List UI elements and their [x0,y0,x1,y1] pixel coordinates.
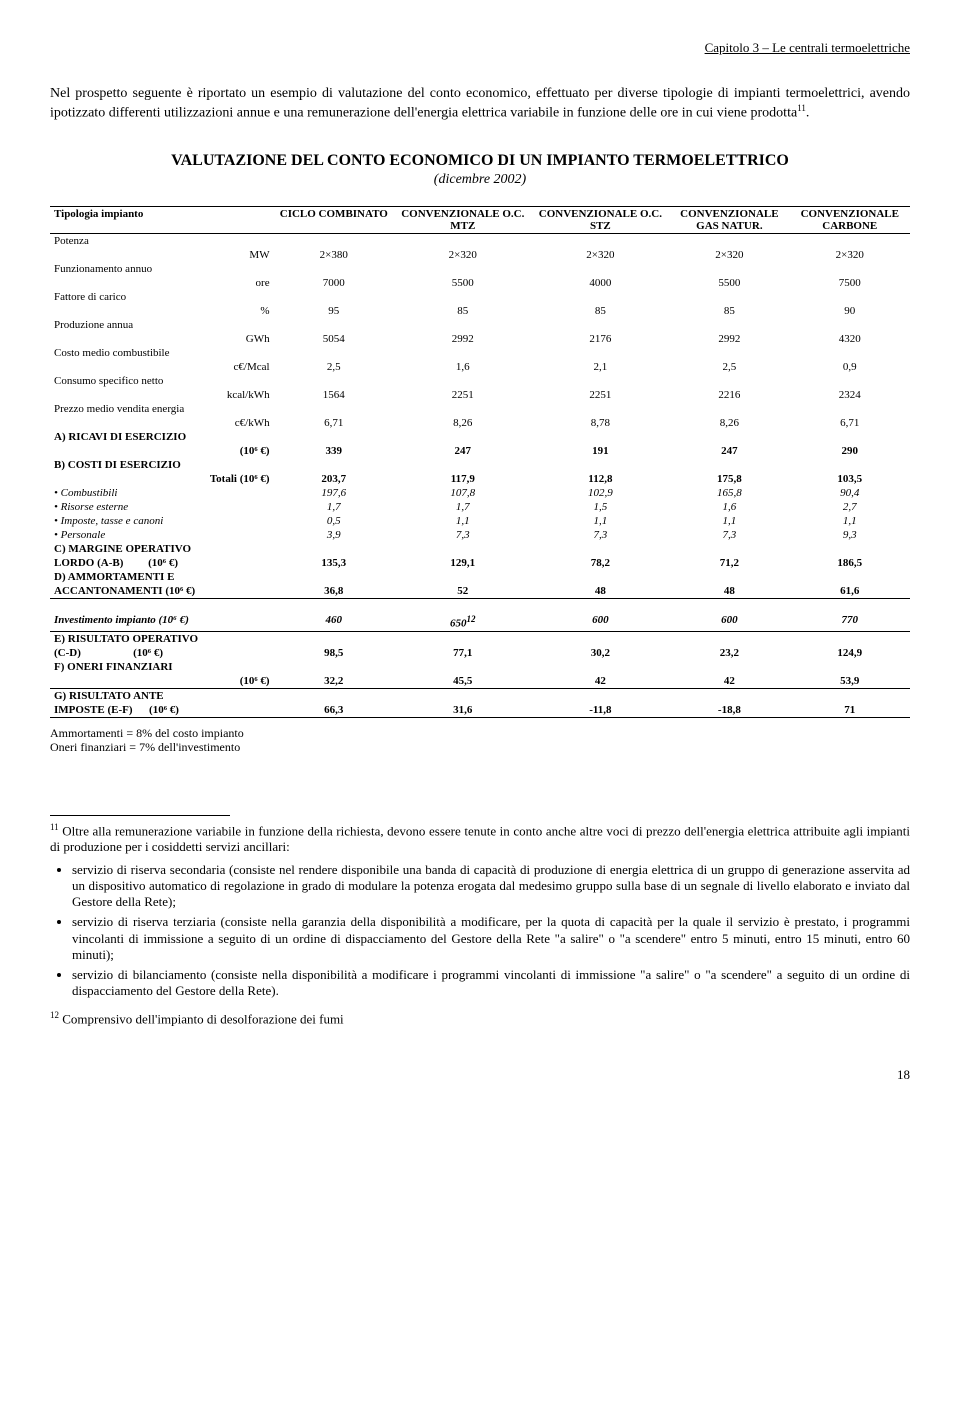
section-b-item: Imposte, tasse e canoni0,51,11,11,11,1 [50,514,910,528]
section-g-row: G) RISULTATO ANTE [50,688,910,703]
table-row: %9585858590 [50,304,910,318]
intro-text: Nel prospetto seguente è riportato un es… [50,86,910,120]
col-header: CONVENZIONALE CARBONE [790,207,910,234]
section-b-item: Combustibili197,6107,8102,9165,890,4 [50,486,910,500]
chapter-header: Capitolo 3 – Le centrali termoelettriche [50,40,910,56]
economic-table: Tipologia impianto CICLO COMBINATO CONVE… [50,206,910,718]
table-title: VALUTAZIONE DEL CONTO ECONOMICO DI UN IM… [50,152,910,170]
section-a-row: A) RICAVI DI ESERCIZIO [50,430,910,444]
section-c-values: LORDO (A-B) (10⁶ €)135,3129,178,271,2186… [50,556,910,570]
table-row: Potenza [50,234,910,249]
table-row: kcal/kWh15642251225122162324 [50,388,910,402]
table-subtitle: (dicembre 2002) [50,172,910,188]
footnote-separator [50,815,230,816]
intro-sup: 11 [797,103,806,113]
table-row: Costo medio combustibile [50,346,910,360]
table-row: Funzionamento annuo [50,262,910,276]
footnote-11-list: servizio di riserva secondaria (consiste… [72,862,910,1000]
section-b-row: B) COSTI DI ESERCIZIO [50,458,910,472]
table-row: Prezzo medio vendita energia [50,402,910,416]
footnote-11-sup: 11 [50,822,59,832]
table-row: GWh50542992217629924320 [50,332,910,346]
table-row: Fattore di carico [50,290,910,304]
col-header: CONVENZIONALE O.C. MTZ [394,207,532,234]
section-d-values: ACCANTONAMENTI (10⁶ €)36,852484861,6 [50,584,910,599]
footnote-11: 11 Oltre alla remunerazione variabile in… [50,822,910,856]
section-f-values: (10⁶ €)32,245,5424253,9 [50,674,910,689]
section-e-row: E) RISULTATO OPERATIVO [50,631,910,646]
table-row: ore70005500400055007500 [50,276,910,290]
section-d-row: D) AMMORTAMENTI E [50,570,910,584]
footnote-11-text: Oltre alla remunerazione variabile in fu… [50,823,910,854]
table-notes: Ammortamenti = 8% del costo impianto One… [50,726,910,755]
footnote-11-item: servizio di riserva secondaria (consiste… [72,862,910,911]
footnote-11-item: servizio di bilanciamento (consiste nell… [72,967,910,1000]
note-line: Oneri finanziari = 7% dell'investimento [50,740,910,754]
col-header: Tipologia impianto [50,207,274,234]
section-a-values: (10⁶ €)339247191247290 [50,444,910,458]
table-row: MW2×3802×3202×3202×3202×320 [50,248,910,262]
note-line: Ammortamenti = 8% del costo impianto [50,726,910,740]
col-header: CICLO COMBINATO [274,207,394,234]
table-row: c€/Mcal2,51,62,12,50,9 [50,360,910,374]
section-b-total: Totali (10⁶ €)203,7117,9112,8175,8103,5 [50,472,910,486]
section-b-item: Risorse esterne1,71,71,51,62,7 [50,500,910,514]
footnote-12-text: Comprensivo dell'impianto di desolforazi… [59,1011,344,1026]
footnote-12-sup: 12 [50,1010,59,1020]
section-f-row: F) ONERI FINANZIARI [50,660,910,674]
intro-end: . [806,105,810,120]
table-row: c€/kWh6,718,268,788,266,71 [50,416,910,430]
section-c-row: C) MARGINE OPERATIVO [50,542,910,556]
section-b-item: Personale3,97,37,37,39,3 [50,528,910,542]
section-e-values: (C-D) (10⁶ €)98,577,130,223,2124,9 [50,646,910,660]
table-header-row: Tipologia impianto CICLO COMBINATO CONVE… [50,207,910,234]
table-row: Produzione annua [50,318,910,332]
col-header: CONVENZIONALE GAS NATUR. [669,207,789,234]
table-row: Consumo specifico netto [50,374,910,388]
section-g-values: IMPOSTE (E-F) (10⁶ €)66,331,6-11,8-18,87… [50,703,910,718]
page-number: 18 [50,1067,910,1083]
footnote-11-item: servizio di riserva terziaria (consiste … [72,914,910,963]
intro-paragraph: Nel prospetto seguente è riportato un es… [50,86,910,122]
col-header: CONVENZIONALE O.C. STZ [532,207,670,234]
investment-row: Investimento impianto (10⁶ €)46065012600… [50,613,910,631]
footnote-12: 12 Comprensivo dell'impianto di desolfor… [50,1010,910,1027]
